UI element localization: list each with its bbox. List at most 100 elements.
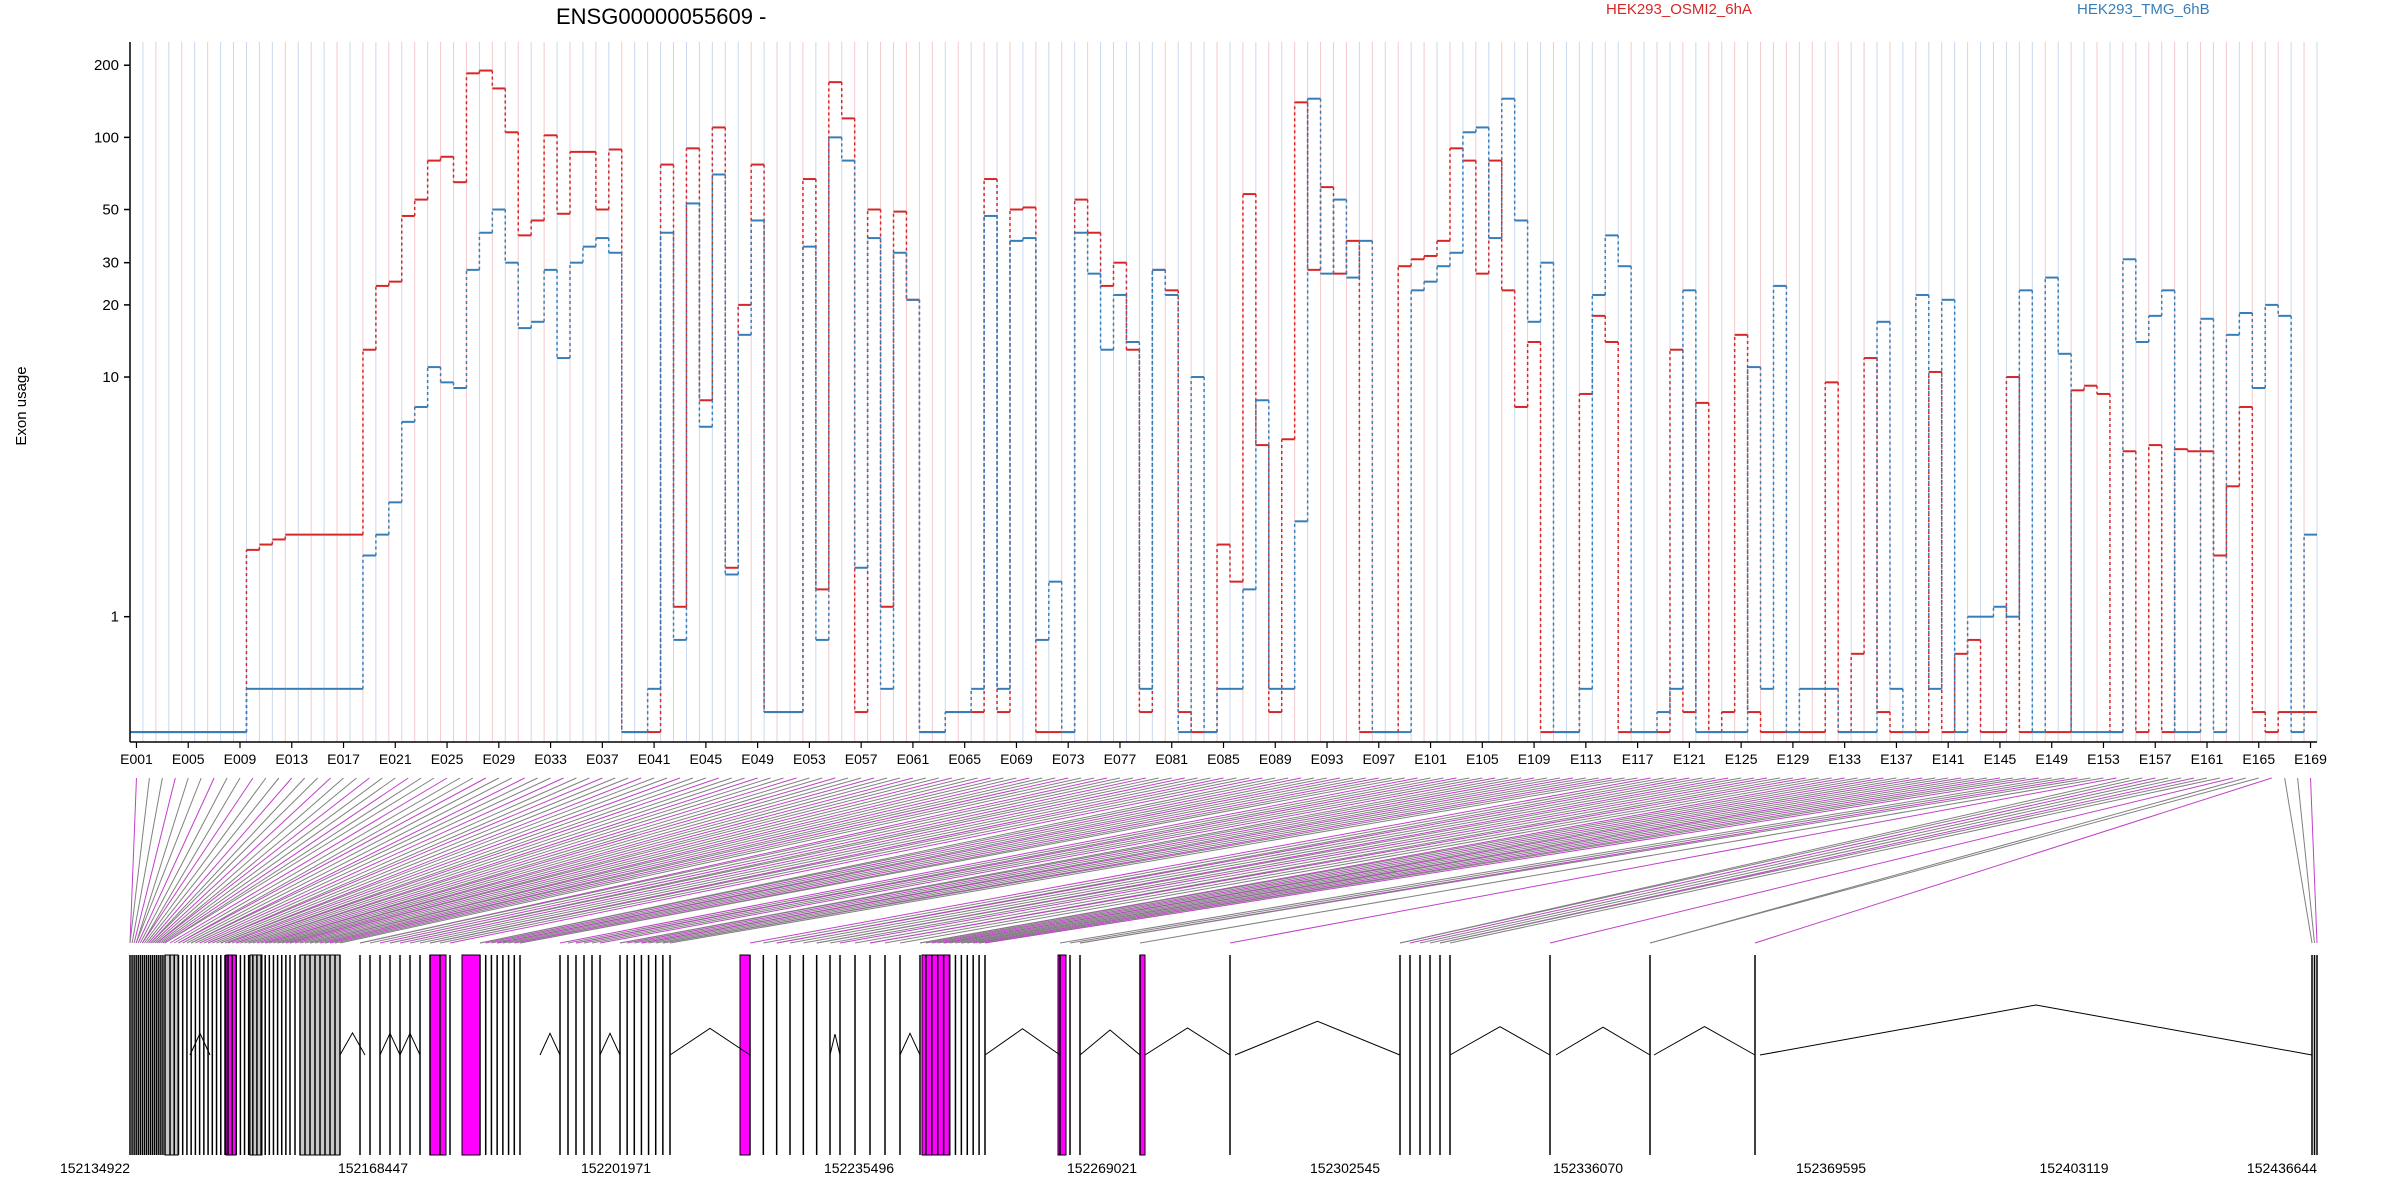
x-tick-label: E053 xyxy=(793,751,826,767)
exon-mapping-line xyxy=(567,777,1431,944)
exon-mapping-line xyxy=(256,777,797,944)
exon-mapping-line xyxy=(1649,777,2259,944)
exon-mapping-line xyxy=(289,777,939,944)
x-tick-label: E101 xyxy=(1414,751,1447,767)
exon-mapping-line xyxy=(190,777,525,944)
exon-mapping-line xyxy=(869,777,1806,944)
exon-mapping-line xyxy=(169,777,448,944)
x-tick-label: E097 xyxy=(1362,751,1395,767)
exon-mapping-line xyxy=(162,777,409,944)
intron-connector xyxy=(829,1034,841,1056)
x-tick-label: E037 xyxy=(586,751,619,767)
exon-mapping-line xyxy=(1059,777,2052,944)
intron-connector xyxy=(1234,1020,1401,1056)
exon-mapping-line xyxy=(299,777,965,944)
exon-mapping-line xyxy=(154,777,344,944)
exon-mapping-line xyxy=(1549,777,2234,944)
exon-mapping-line xyxy=(449,777,1263,944)
exon-mapping-line xyxy=(575,777,1457,944)
exon-mapping-line xyxy=(220,777,655,944)
exon-mapping-line xyxy=(763,777,1664,944)
x-tick-label: E125 xyxy=(1725,751,1758,767)
intron-connector xyxy=(539,1032,561,1056)
exon-block xyxy=(249,954,263,1156)
exon-mapping-line xyxy=(231,777,694,944)
genomic-coordinate-label: 152269021 xyxy=(1067,1160,1137,1176)
exon-mapping-line xyxy=(129,777,137,944)
exon-mapping-line xyxy=(984,777,2039,944)
x-tick-label: E141 xyxy=(1932,751,1965,767)
exon-mapping-line xyxy=(2284,777,2313,944)
series-layer xyxy=(130,69,2317,734)
exon-mapping-line xyxy=(131,777,163,944)
intron-connector xyxy=(189,1032,211,1056)
exon-mapping-line xyxy=(135,777,189,944)
exon-mapping-line xyxy=(324,777,1056,944)
genomic-coordinate-label: 152302545 xyxy=(1310,1160,1380,1176)
exon-mapping-line xyxy=(144,777,267,944)
exon-mapping-line xyxy=(207,777,603,944)
exon-mapping-line xyxy=(789,777,1703,944)
exon-mapping-line xyxy=(803,777,1716,944)
exon-mapping-line xyxy=(314,777,1017,944)
gene-model xyxy=(129,954,2318,1156)
x-tick-label: E077 xyxy=(1104,751,1137,767)
exon-mapping-line xyxy=(925,777,1871,944)
exon-mapping-line xyxy=(485,777,1302,944)
exon-mapping-line xyxy=(1429,777,2182,944)
exon-mapping-line xyxy=(2310,777,2318,944)
x-tick-label: E109 xyxy=(1518,751,1551,767)
genomic-coordinate-label: 152201971 xyxy=(581,1160,651,1176)
chart-title: ENSG00000055609 - xyxy=(556,4,766,29)
exon-mapping-line xyxy=(236,777,719,944)
exon-connector-lines xyxy=(129,777,2318,944)
exon-mapping-line xyxy=(943,777,1923,944)
exon-mapping-line xyxy=(216,777,629,944)
exon-mapping-line xyxy=(190,777,538,944)
exon-mapping-line xyxy=(491,777,1315,944)
x-tick-label: E049 xyxy=(741,751,774,767)
exon-mapping-line xyxy=(669,777,1638,944)
exon-mapping-line xyxy=(619,777,1522,944)
x-tick-label: E033 xyxy=(534,751,567,767)
exon-mapping-line xyxy=(379,777,1146,944)
y-tick-label: 1 xyxy=(111,609,119,626)
exon-mapping-line xyxy=(634,777,1548,944)
exon-mapping-line xyxy=(937,777,1897,944)
exon-mapping-line xyxy=(133,777,176,944)
exon-mapping-line xyxy=(776,777,1690,944)
exon-mapping-line xyxy=(979,777,2026,944)
exon-mapping-line xyxy=(1139,777,2104,944)
x-tick-label: E021 xyxy=(379,751,412,767)
exon-mapping-line xyxy=(236,777,707,944)
exon-mapping-line xyxy=(559,777,1418,944)
exon-mapping-line xyxy=(273,777,862,944)
intron-connector xyxy=(669,1027,751,1056)
exon-mapping-line xyxy=(479,777,1289,944)
exon-mapping-line xyxy=(591,777,1483,944)
y-tick-label: 100 xyxy=(94,129,119,146)
exon-mapping-line xyxy=(519,777,1405,944)
exon-mapping-line xyxy=(961,777,1975,944)
genomic-coordinate-label: 152168447 xyxy=(338,1160,408,1176)
x-tick-label: E005 xyxy=(172,751,205,767)
exon-mapping-line xyxy=(839,777,1768,944)
exon-mapping-line xyxy=(1229,777,2117,944)
exon-mapping-line xyxy=(195,777,551,944)
exon-mapping-line xyxy=(884,777,1819,944)
exon-mapping-line xyxy=(173,777,461,944)
exon-mapping-line xyxy=(207,777,590,944)
highlighted-exon-block xyxy=(1057,954,1067,1156)
x-tick-label: E081 xyxy=(1155,751,1188,767)
exon-mapping-line xyxy=(156,777,370,944)
x-tick-label: E001 xyxy=(120,751,153,767)
intron-connector xyxy=(1079,1029,1141,1056)
y-tick-label: 10 xyxy=(102,369,119,386)
exon-mapping-line xyxy=(178,777,487,944)
exon-mapping-line xyxy=(1419,777,2169,944)
exon-mapping-line xyxy=(662,777,1625,944)
x-tick-label: E137 xyxy=(1880,751,1913,767)
y-tick-label: 50 xyxy=(102,202,119,219)
y-tick-label: 30 xyxy=(102,255,119,272)
